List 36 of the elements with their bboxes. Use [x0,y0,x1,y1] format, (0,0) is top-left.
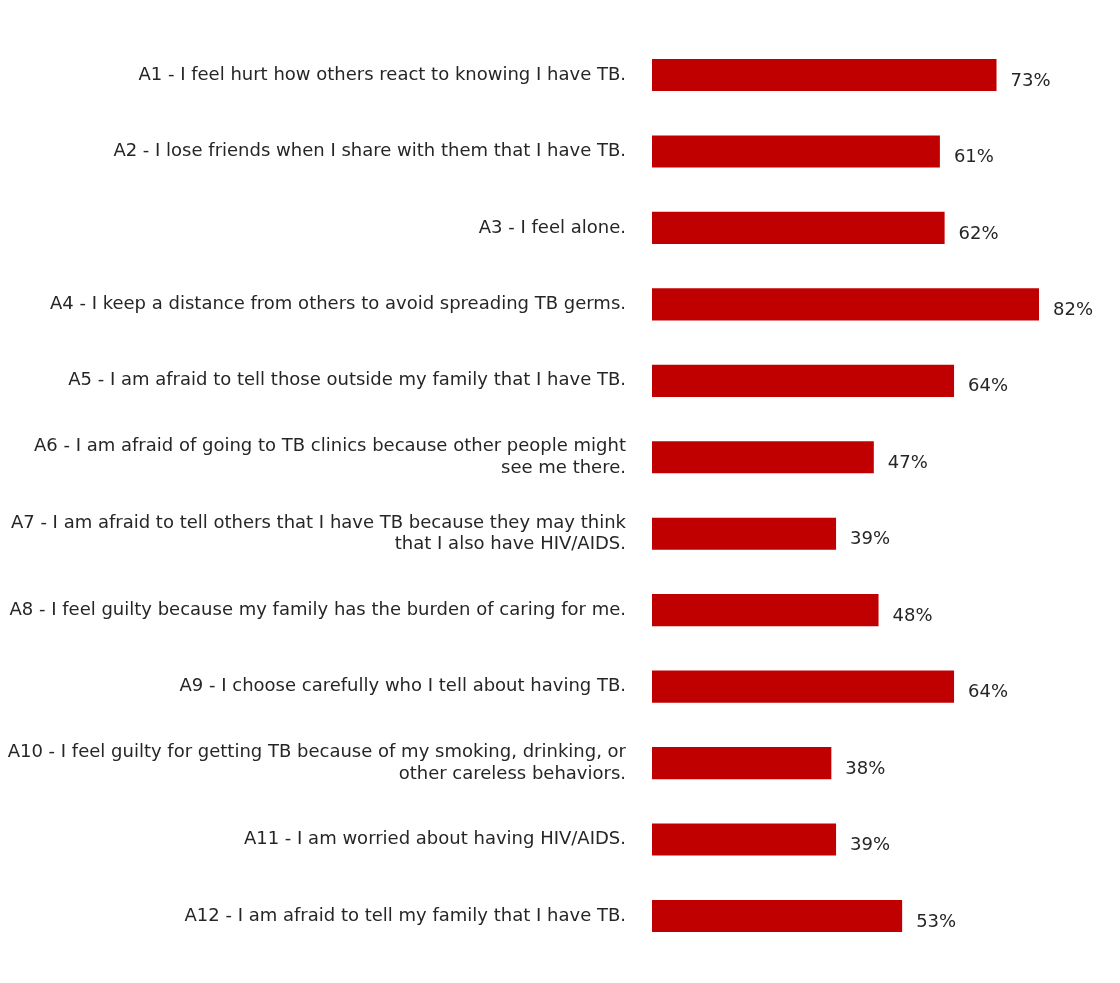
data-label: 53% [916,909,957,931]
bar [652,211,945,244]
y-tick-label: A9 - I choose carefully who I tell about having TB. [179,674,626,696]
data-label: 61% [953,145,994,167]
data-label: 39% [850,833,891,855]
bar [652,288,1039,321]
y-tick-label: A5 - I am afraid to tell those outside my family that I have TB. [68,368,626,390]
bar [652,517,837,550]
y-tick-label: A6 - I am afraid of going to TB clinics because other people might see me there. [33,434,626,477]
data-label: 82% [1053,298,1094,320]
y-tick-label: A8 - I feel guilty because my family has the burden of caring for me. [9,597,626,619]
y-tick-label: A1 - I feel hurt how others react to knowing I have TB. [138,62,626,84]
data-label: 47% [887,450,928,472]
y-tick-label: A4 - I keep a distance from others to avoid spreading TB germs. [49,292,626,314]
y-tick-label: A7 - I am afraid to tell others that I have TB because they may think that I also have HIV/AIDS. [10,510,627,554]
y-tick-label: A2 - I lose friends when I share with them that I have TB. [113,139,626,161]
y-tick-label: A11 - I am worried about having HIV/AIDS. [243,827,626,849]
bar [652,594,879,627]
bar [652,364,955,397]
data-label: 38% [845,756,886,778]
data-label: 48% [892,603,933,625]
bar [652,58,997,92]
bar [652,823,837,856]
bar [652,899,903,933]
bar [652,441,874,474]
bar [652,670,955,703]
data-label: 64% [968,374,1009,396]
bar [652,747,832,780]
y-tick-label: A3 - I feel alone. [478,215,626,237]
y-tick-label: A12 - I am afraid to tell my family that I have TB. [184,903,626,925]
data-label: 62% [958,221,999,243]
y-tick-label: A10 - I feel guilty for getting TB because of my smoking, drinking, or other careless behaviors. [7,739,627,783]
data-label: 73% [1010,68,1051,90]
data-label: 39% [850,527,891,549]
data-label: 64% [968,680,1009,702]
bar [652,135,940,168]
